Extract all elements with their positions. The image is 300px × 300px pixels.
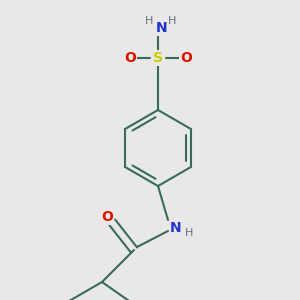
Text: N: N xyxy=(170,221,182,235)
Text: H: H xyxy=(185,228,193,238)
Text: H: H xyxy=(145,16,153,26)
Text: H: H xyxy=(168,16,176,26)
Text: O: O xyxy=(124,51,136,65)
Text: O: O xyxy=(180,51,192,65)
Text: S: S xyxy=(153,51,163,65)
Text: N: N xyxy=(156,21,168,35)
Text: O: O xyxy=(101,210,113,224)
